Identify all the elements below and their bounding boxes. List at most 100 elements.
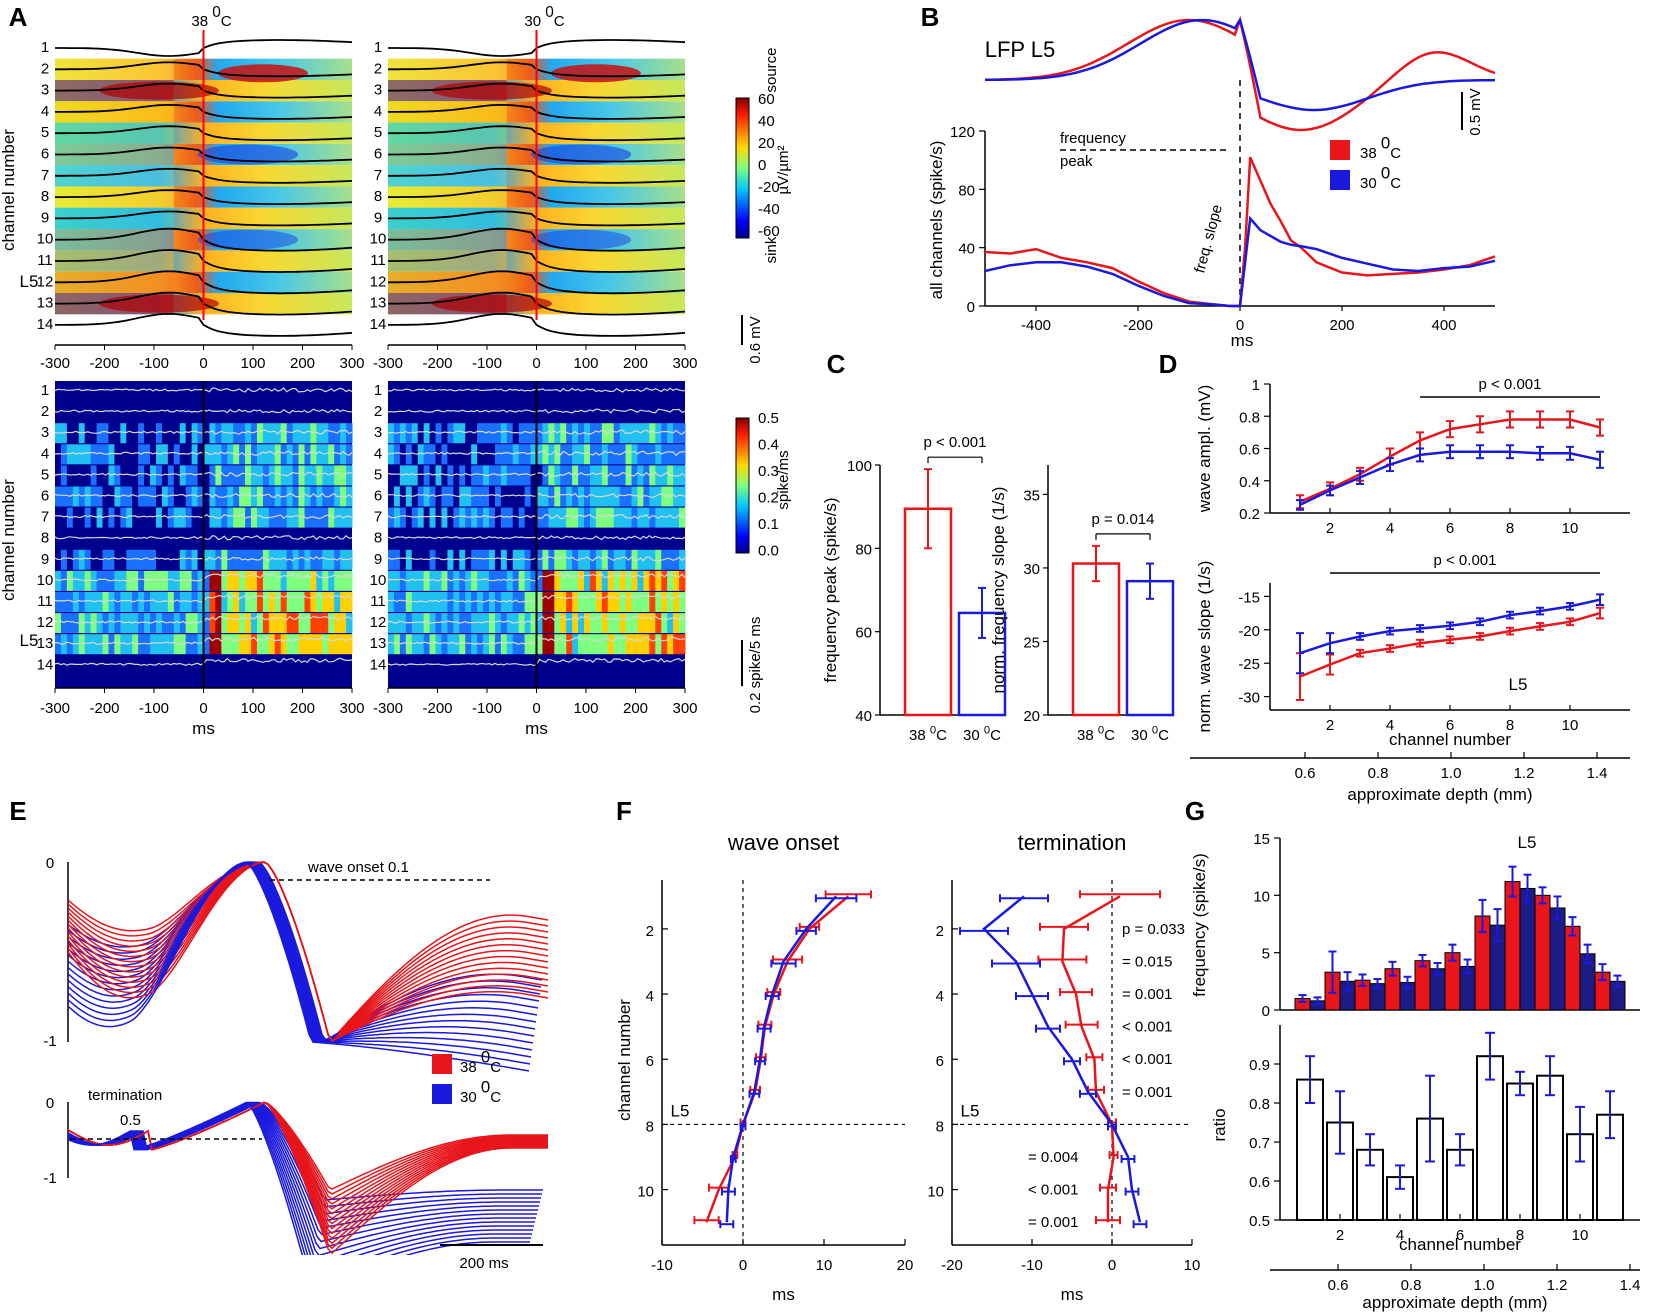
rate-cell (310, 549, 317, 570)
csd-colorbar-source: source (763, 47, 780, 92)
rate-cell (643, 486, 650, 507)
rate-cell (239, 507, 246, 528)
rate-cell (144, 444, 151, 465)
rate-cell (55, 570, 62, 591)
rate-cell (578, 570, 585, 591)
rate-cell (483, 613, 490, 634)
rate-cell (114, 613, 121, 634)
legend-label-38c: 38 0C (1360, 133, 1401, 162)
rate-cell (84, 570, 92, 591)
x-tick-label: 30 0C (1131, 725, 1169, 744)
rate-cell (673, 423, 680, 444)
rate-cell (251, 634, 258, 655)
rate-cell (138, 570, 145, 591)
rate-cell (619, 613, 627, 634)
rate-cell (191, 613, 199, 634)
rate-cell (619, 465, 627, 486)
x-tick-label: 10 (816, 1257, 833, 1274)
rate-cell (144, 486, 151, 507)
rate-cell (209, 549, 216, 570)
rate-cell (560, 613, 567, 634)
rate-cell (185, 465, 193, 486)
rate-cell (274, 486, 282, 507)
rate-cell (393, 444, 401, 465)
rate-cell (417, 423, 425, 444)
rate-cell (108, 549, 115, 570)
rate-cell (114, 634, 121, 655)
rate-cell (589, 613, 597, 634)
csd-band-pre (55, 229, 174, 251)
rate-cell (239, 634, 246, 655)
depth-tick-label: 1.2 (1514, 765, 1535, 782)
y-tick-label: 0.8 (1249, 1096, 1270, 1113)
p-value-label: p = 0.033 (1122, 921, 1185, 938)
x-tick-label: 10 (1562, 520, 1579, 537)
rate-cell (215, 634, 222, 655)
rate-cell (138, 613, 145, 634)
rate-cell (185, 549, 193, 570)
rate-cell (494, 634, 502, 655)
rate-cell (286, 570, 294, 591)
csd-colorbar-sink: sink (763, 236, 780, 263)
rate-cell (459, 507, 466, 528)
rate-cell (96, 444, 104, 465)
rate-cell (411, 634, 419, 655)
rate-cell (530, 444, 537, 465)
rate-cell (423, 634, 431, 655)
rate-cell (161, 465, 169, 486)
rate-cell (417, 486, 425, 507)
rate-cell (114, 444, 121, 465)
rate-cell (405, 549, 413, 570)
rate-cell (197, 613, 204, 634)
rate-cell (637, 549, 644, 570)
x-tick-label: 4 (1396, 1227, 1404, 1244)
rate-cell (334, 444, 341, 465)
rate-cell (607, 549, 615, 570)
rate-cell (459, 634, 466, 655)
rate-cell (453, 570, 460, 591)
rate-cell (191, 444, 199, 465)
rate-cell (316, 549, 323, 570)
rate-cell (155, 570, 163, 591)
rate-cell (607, 486, 615, 507)
rate-cell (132, 486, 139, 507)
rate-cell (518, 486, 526, 507)
rate-cell (405, 486, 413, 507)
rate-cell (673, 549, 680, 570)
rate-cell (84, 613, 92, 634)
x-axis-label: channel number (1399, 1235, 1521, 1254)
rate-cell (655, 444, 662, 465)
rate-cell (161, 549, 169, 570)
rate-series-38c (984, 156, 1496, 308)
y-tick-label: 0.8 (1239, 409, 1260, 426)
term-30c-trace (68, 1101, 537, 1243)
rate-cell (411, 507, 419, 528)
y-tick-label: 1 (1252, 377, 1260, 394)
rate-cell (173, 592, 181, 612)
rate-cell (286, 634, 294, 655)
rate-cell (572, 570, 579, 591)
rate-cell (84, 486, 92, 507)
rate-cell (417, 634, 425, 655)
rate-cell (518, 570, 526, 591)
rate-cell (613, 507, 621, 528)
x-tick-label: -10 (651, 1257, 673, 1274)
rate-cell (388, 423, 395, 444)
rate-cell (209, 634, 216, 655)
rate-cell (227, 465, 234, 486)
rate-cell (673, 592, 680, 612)
panel-d: D 0.2 0.4 0.6 0.8 1 2 4 6 8 10 p < 0.001 wave ampl. … (1159, 349, 1630, 804)
rate-cell (126, 592, 133, 612)
rate-cell (655, 570, 662, 591)
rate-cell (215, 423, 222, 444)
y-tick-label: 80 (855, 541, 872, 558)
rate-cell (506, 634, 514, 655)
channel-tick: 3 (374, 424, 382, 441)
rate-cell (411, 549, 419, 570)
rate-cell (251, 613, 258, 634)
panel-b-title: LFP L5 (985, 37, 1056, 62)
rate-cell (102, 423, 109, 444)
term-30c-trace (68, 1101, 538, 1236)
rate-cell (655, 634, 662, 655)
rate-cell (417, 507, 425, 528)
